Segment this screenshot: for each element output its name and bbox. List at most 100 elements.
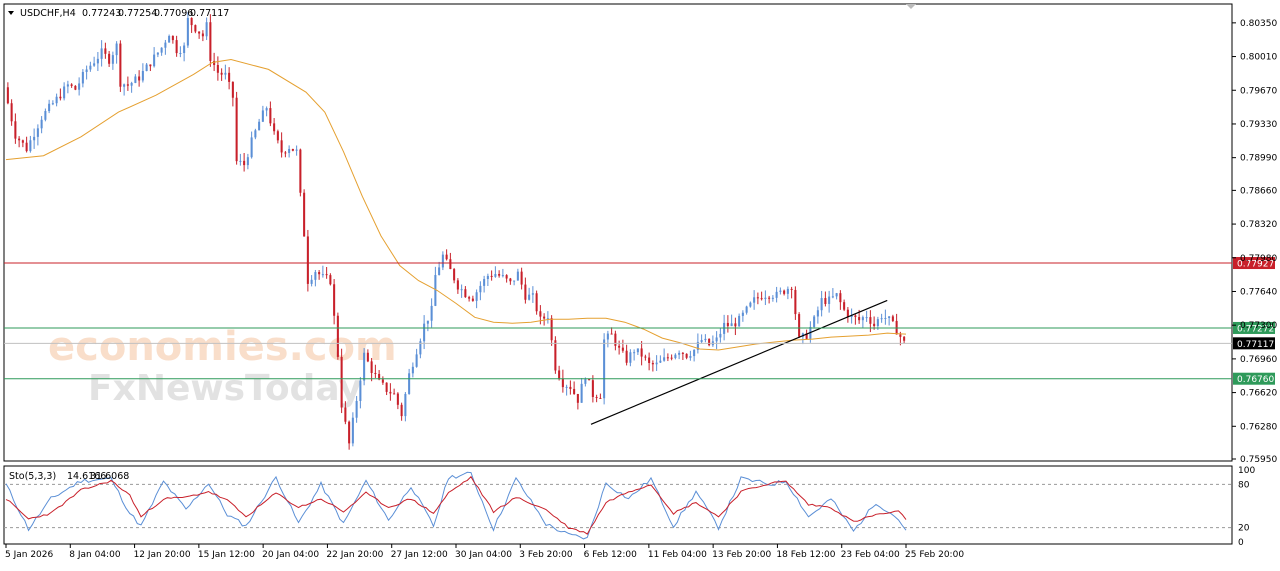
level-label: 0.77117: [1237, 340, 1274, 350]
candle-body: [149, 64, 152, 67]
candle-body: [123, 84, 126, 87]
candle-body: [783, 290, 786, 294]
candle-body: [48, 103, 51, 112]
candle-body: [261, 110, 264, 122]
candle-body: [276, 131, 279, 141]
candle-body: [535, 293, 538, 312]
candle-body: [44, 111, 47, 120]
watermark-line2: FxNewsToday: [88, 368, 362, 409]
candle-body: [310, 279, 313, 284]
candle-body: [104, 48, 107, 54]
candle-body: [865, 317, 868, 319]
candle-body: [756, 297, 759, 299]
price-tick-label: 0.77300: [1240, 321, 1277, 331]
candle-body: [389, 391, 392, 394]
candle-body: [820, 298, 823, 311]
candle-body: [393, 393, 396, 395]
candle-body: [209, 22, 212, 61]
candle-body: [74, 85, 77, 90]
candle-body: [340, 356, 343, 408]
time-tick-label: 22 Jan 20:00: [326, 550, 383, 560]
candle-body: [423, 323, 426, 342]
candle-body: [33, 136, 36, 141]
scroll-marker-icon[interactable]: [906, 4, 916, 9]
price-tick-label: 0.77640: [1240, 287, 1277, 297]
candle-body: [663, 357, 666, 361]
price-tick-label: 0.78990: [1240, 154, 1277, 164]
candle-body: [14, 121, 17, 139]
candle-body: [550, 318, 553, 341]
time-tick-label: 18 Feb 12:00: [776, 550, 835, 560]
candle-body: [584, 379, 587, 384]
candle-body: [445, 254, 448, 260]
candle-body: [381, 379, 384, 383]
candle-body: [651, 363, 654, 365]
candle-body: [291, 148, 294, 151]
candle-body: [430, 305, 433, 321]
candle-body: [164, 42, 167, 48]
candle-body: [385, 382, 388, 392]
candle-body: [18, 138, 21, 141]
candle-body: [700, 340, 703, 342]
candle-body: [610, 333, 613, 335]
candle-body: [243, 160, 246, 166]
candle-body: [494, 273, 497, 277]
candle-body: [629, 352, 632, 363]
candle-body: [183, 45, 186, 54]
candle-body: [696, 341, 699, 350]
candle-body: [25, 142, 28, 152]
candle-body: [531, 293, 534, 295]
candle-body: [685, 353, 688, 358]
candle-body: [828, 296, 831, 304]
candle-body: [899, 334, 902, 337]
time-tick-label: 8 Jan 04:00: [69, 550, 121, 560]
level-label: 0.76760: [1237, 375, 1274, 385]
candle-body: [141, 70, 144, 81]
candle-body: [160, 47, 163, 53]
time-tick-label: 20 Jan 04:00: [262, 550, 319, 560]
candle-body: [644, 356, 647, 358]
candle-body: [730, 323, 733, 327]
candle-body: [216, 64, 219, 73]
candle-body: [194, 25, 197, 32]
candle-body: [768, 297, 771, 299]
candle-body: [333, 284, 336, 316]
candle-body: [573, 388, 576, 395]
candle-body: [475, 292, 478, 301]
candle-body: [689, 356, 692, 358]
candle-body: [880, 318, 883, 320]
candle-body: [636, 348, 639, 353]
candle-body: [861, 317, 864, 321]
candle-body: [835, 293, 838, 297]
candle-body: [786, 288, 789, 294]
candle-body: [516, 271, 519, 281]
candle-body: [119, 43, 122, 87]
candle-body: [40, 119, 43, 129]
candle-body: [153, 54, 156, 67]
candle-body: [168, 36, 171, 43]
time-tick-label: 13 Feb 20:00: [712, 550, 771, 560]
candle-body: [325, 274, 328, 276]
candle-body: [51, 103, 54, 105]
candle-body: [741, 312, 744, 316]
level-label: 0.77272: [1237, 324, 1274, 334]
overlay-lines-layer: 0.77927 0.77272 0.77117 0.76760: [4, 58, 1275, 425]
candle-body: [839, 293, 842, 303]
candle-body: [366, 352, 369, 362]
candle-body: [813, 316, 816, 327]
candle-body: [633, 352, 636, 354]
candle-body: [501, 275, 504, 277]
candle-body: [779, 290, 782, 292]
candle-body: [156, 52, 159, 55]
candle-body: [213, 60, 216, 65]
candle-body: [543, 316, 546, 319]
candle-body: [468, 297, 471, 299]
candle-body: [449, 259, 452, 270]
stochastic-pane: [3, 465, 1233, 545]
level-label-box: [1233, 257, 1275, 270]
dropdown-triangle-icon[interactable]: [8, 11, 14, 15]
level-label-box: [1233, 337, 1275, 350]
candle-body: [486, 275, 489, 280]
price-tick-label: 0.76280: [1240, 422, 1277, 432]
candle-body: [858, 317, 861, 321]
